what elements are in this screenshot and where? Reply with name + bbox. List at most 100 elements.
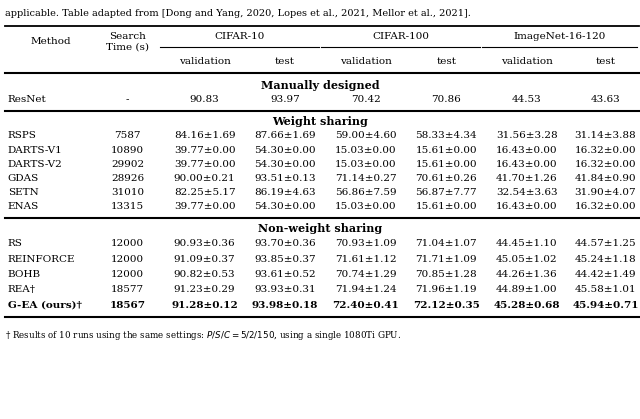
- Text: 70.61±0.26: 70.61±0.26: [415, 174, 477, 183]
- Text: RSPS: RSPS: [8, 131, 36, 140]
- Text: 71.96±1.19: 71.96±1.19: [415, 285, 477, 295]
- Text: validation: validation: [500, 57, 552, 66]
- Text: ImageNet-16-120: ImageNet-16-120: [514, 32, 606, 41]
- Text: DARTS-V2: DARTS-V2: [8, 160, 63, 169]
- Text: BOHB: BOHB: [8, 270, 41, 279]
- Text: 13315: 13315: [111, 202, 144, 212]
- Text: 93.51±0.13: 93.51±0.13: [254, 174, 316, 183]
- Text: RS: RS: [8, 239, 22, 248]
- Text: 18577: 18577: [111, 285, 144, 295]
- Text: 54.30±0.00: 54.30±0.00: [254, 160, 316, 169]
- Text: 70.42: 70.42: [351, 95, 381, 104]
- Text: 59.00±4.60: 59.00±4.60: [335, 131, 397, 140]
- Text: 12000: 12000: [111, 270, 144, 279]
- Text: 90.83: 90.83: [190, 95, 220, 104]
- Text: 58.33±4.34: 58.33±4.34: [415, 131, 477, 140]
- Text: 45.05±1.02: 45.05±1.02: [496, 255, 557, 264]
- Text: 15.03±0.00: 15.03±0.00: [335, 160, 397, 169]
- Text: 31.56±3.28: 31.56±3.28: [496, 131, 557, 140]
- Text: 87.66±1.69: 87.66±1.69: [254, 131, 316, 140]
- Text: REINFORCE: REINFORCE: [8, 255, 75, 264]
- Text: 93.97: 93.97: [270, 95, 300, 104]
- Text: 16.32±0.00: 16.32±0.00: [575, 145, 636, 155]
- Text: 15.03±0.00: 15.03±0.00: [335, 145, 397, 155]
- Text: GDAS: GDAS: [8, 174, 39, 183]
- Text: 16.43±0.00: 16.43±0.00: [496, 202, 557, 212]
- Text: Search
Time (s): Search Time (s): [106, 32, 149, 52]
- Text: test: test: [436, 57, 456, 66]
- Text: 12000: 12000: [111, 239, 144, 248]
- Text: 93.98±0.18: 93.98±0.18: [252, 300, 318, 310]
- Text: 93.85±0.37: 93.85±0.37: [254, 255, 316, 264]
- Text: -: -: [126, 95, 129, 104]
- Text: 16.32±0.00: 16.32±0.00: [575, 202, 636, 212]
- Text: 71.71±1.09: 71.71±1.09: [415, 255, 477, 264]
- Text: 15.03±0.00: 15.03±0.00: [335, 202, 397, 212]
- Text: 84.16±1.69: 84.16±1.69: [174, 131, 236, 140]
- Text: 93.93±0.31: 93.93±0.31: [254, 285, 316, 295]
- Text: 70.93±1.09: 70.93±1.09: [335, 239, 397, 248]
- Text: 93.70±0.36: 93.70±0.36: [254, 239, 316, 248]
- Text: REA†: REA†: [8, 285, 36, 295]
- Text: CIFAR-10: CIFAR-10: [214, 32, 265, 41]
- Text: DARTS-V1: DARTS-V1: [8, 145, 63, 155]
- Text: 45.28±0.68: 45.28±0.68: [493, 300, 560, 310]
- Text: 70.85±1.28: 70.85±1.28: [415, 270, 477, 279]
- Text: 32.54±3.63: 32.54±3.63: [496, 188, 557, 197]
- Text: 39.77±0.00: 39.77±0.00: [174, 160, 236, 169]
- Text: 41.84±0.90: 41.84±0.90: [575, 174, 636, 183]
- Text: 31.14±3.88: 31.14±3.88: [575, 131, 636, 140]
- Text: 56.86±7.59: 56.86±7.59: [335, 188, 397, 197]
- Text: Non-weight sharing: Non-weight sharing: [258, 223, 382, 234]
- Text: validation: validation: [340, 57, 392, 66]
- Text: 71.94±1.24: 71.94±1.24: [335, 285, 397, 295]
- Text: G-EA (ours)†: G-EA (ours)†: [8, 300, 82, 310]
- Text: 39.77±0.00: 39.77±0.00: [174, 145, 236, 155]
- Text: 15.61±0.00: 15.61±0.00: [415, 160, 477, 169]
- Text: 16.32±0.00: 16.32±0.00: [575, 160, 636, 169]
- Text: ResNet: ResNet: [8, 95, 47, 104]
- Text: 54.30±0.00: 54.30±0.00: [254, 202, 316, 212]
- Text: 45.24±1.18: 45.24±1.18: [575, 255, 636, 264]
- Text: applicable. Table adapted from [Dong and Yang, 2020, Lopes et al., 2021, Mellor : applicable. Table adapted from [Dong and…: [5, 9, 471, 18]
- Text: 70.86: 70.86: [431, 95, 461, 104]
- Text: Weight sharing: Weight sharing: [272, 116, 368, 127]
- Text: 91.09±0.37: 91.09±0.37: [174, 255, 236, 264]
- Text: 31.90±4.07: 31.90±4.07: [575, 188, 636, 197]
- Text: test: test: [275, 57, 295, 66]
- Text: 54.30±0.00: 54.30±0.00: [254, 145, 316, 155]
- Text: validation: validation: [179, 57, 230, 66]
- Text: 44.42±1.49: 44.42±1.49: [575, 270, 636, 279]
- Text: 72.12±0.35: 72.12±0.35: [413, 300, 479, 310]
- Text: 91.28±0.12: 91.28±0.12: [172, 300, 238, 310]
- Text: 29902: 29902: [111, 160, 144, 169]
- Text: 44.45±1.10: 44.45±1.10: [496, 239, 557, 248]
- Text: ENAS: ENAS: [8, 202, 39, 212]
- Text: 16.43±0.00: 16.43±0.00: [496, 160, 557, 169]
- Text: 93.61±0.52: 93.61±0.52: [254, 270, 316, 279]
- Text: 28926: 28926: [111, 174, 144, 183]
- Text: Manually designed: Manually designed: [260, 80, 380, 91]
- Text: 44.57±1.25: 44.57±1.25: [575, 239, 636, 248]
- Text: 90.93±0.36: 90.93±0.36: [174, 239, 236, 248]
- Text: 41.70±1.26: 41.70±1.26: [496, 174, 557, 183]
- Text: 10890: 10890: [111, 145, 144, 155]
- Text: 44.53: 44.53: [512, 95, 541, 104]
- Text: CIFAR-100: CIFAR-100: [372, 32, 429, 41]
- Text: SETN: SETN: [8, 188, 38, 197]
- Text: Method: Method: [30, 37, 71, 47]
- Text: test: test: [595, 57, 616, 66]
- Text: 44.89±1.00: 44.89±1.00: [496, 285, 557, 295]
- Text: 90.00±0.21: 90.00±0.21: [174, 174, 236, 183]
- Text: 86.19±4.63: 86.19±4.63: [254, 188, 316, 197]
- Text: 15.61±0.00: 15.61±0.00: [415, 202, 477, 212]
- Text: 31010: 31010: [111, 188, 144, 197]
- Text: 56.87±7.77: 56.87±7.77: [415, 188, 477, 197]
- Text: 90.82±0.53: 90.82±0.53: [174, 270, 236, 279]
- Text: 71.04±1.07: 71.04±1.07: [415, 239, 477, 248]
- Text: 91.23±0.29: 91.23±0.29: [174, 285, 236, 295]
- Text: 45.94±0.71: 45.94±0.71: [572, 300, 639, 310]
- Text: 7587: 7587: [115, 131, 141, 140]
- Text: 71.14±0.27: 71.14±0.27: [335, 174, 397, 183]
- Text: 12000: 12000: [111, 255, 144, 264]
